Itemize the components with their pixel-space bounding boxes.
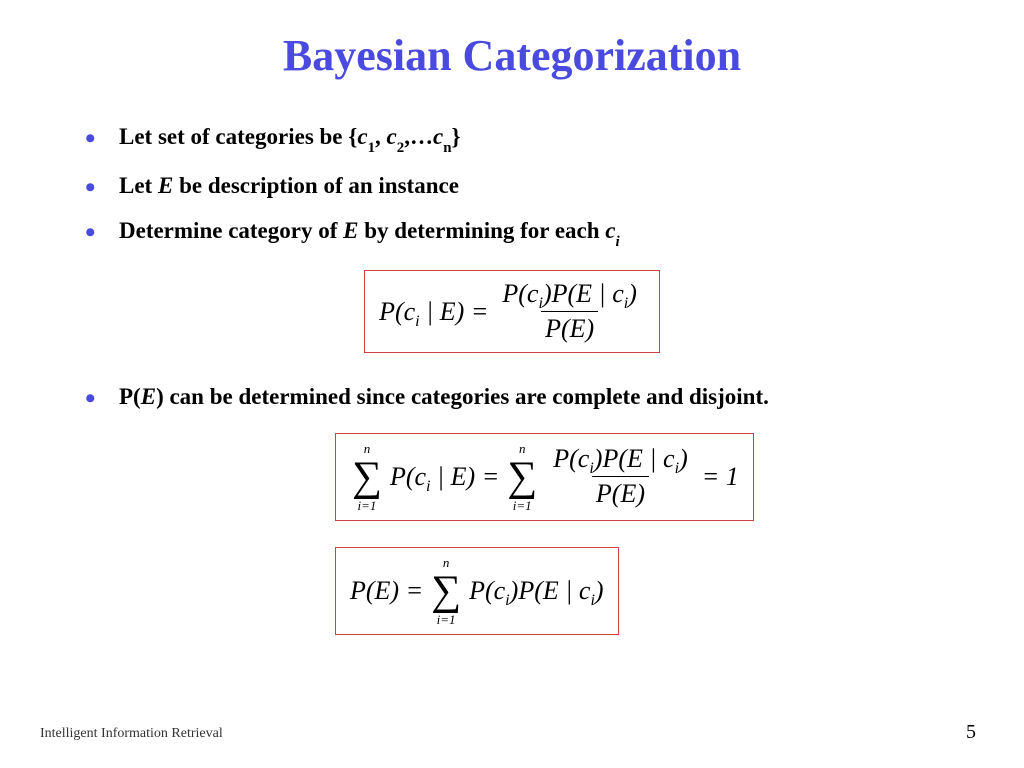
formula-3: P(E) = n ∑ i=1 P(ci)P(E | ci) <box>335 547 619 635</box>
formula-1: P(ci | E) = P(ci)P(E | ci) P(E) <box>364 270 660 353</box>
text: by determining for each <box>358 218 605 243</box>
var-e: E <box>343 218 358 243</box>
sigma-icon: n ∑ i=1 <box>352 442 382 512</box>
slide-title: Bayesian Categorization <box>55 30 969 81</box>
lhs: P(ci | E) = <box>379 297 488 327</box>
text: , <box>375 124 387 149</box>
var-c: c <box>605 218 615 243</box>
sub-n: n <box>443 140 451 156</box>
bullet-list: Let set of categories be {c1, c2,…cn} Le… <box>55 119 969 252</box>
var-e: E <box>158 173 173 198</box>
sum-symbol: ∑ <box>431 570 461 612</box>
fraction: P(ci)P(E | ci) P(E) <box>549 444 692 509</box>
denominator: P(E) <box>541 311 598 344</box>
text: Determine category of <box>119 218 343 243</box>
sub-1: 1 <box>368 140 375 156</box>
bullet-list-2: P(E) can be determined since categories … <box>55 379 969 415</box>
var-c: c <box>387 124 397 149</box>
lhs: P(ci | E) = <box>390 462 499 492</box>
formula-3-wrap: P(E) = n ∑ i=1 P(ci)P(E | ci) <box>55 547 969 635</box>
text: P( <box>119 384 141 409</box>
rhs: = 1 <box>702 462 739 492</box>
sum-upper: n <box>519 442 526 455</box>
fraction: P(ci)P(E | ci) P(E) <box>498 279 641 344</box>
var-c: c <box>357 124 367 149</box>
footer-label: Intelligent Information Retrieval <box>40 726 223 742</box>
numerator: P(ci)P(E | ci) <box>549 444 692 476</box>
page-number: 5 <box>966 721 976 744</box>
formula-2-wrap: n ∑ i=1 P(ci | E) = n ∑ i=1 P(ci)P(E | c… <box>55 433 969 521</box>
sub-2: 2 <box>397 140 404 156</box>
formula-2: n ∑ i=1 P(ci | E) = n ∑ i=1 P(ci)P(E | c… <box>335 433 754 521</box>
text: be description of an instance <box>173 173 459 198</box>
sigma-icon: n ∑ i=1 <box>431 556 461 626</box>
var-e: E <box>141 384 156 409</box>
slide: Bayesian Categorization Let set of categ… <box>0 0 1024 768</box>
bullet-2: Let E be description of an instance <box>85 168 969 204</box>
text: Let <box>119 173 158 198</box>
sum-upper: n <box>443 556 450 569</box>
bullet-3: Determine category of E by determining f… <box>85 213 969 252</box>
sum-upper: n <box>364 442 371 455</box>
sum-lower: i=1 <box>437 613 456 626</box>
rhs: P(ci)P(E | ci) <box>469 576 604 606</box>
bullet-1: Let set of categories be {c1, c2,…cn} <box>85 119 969 158</box>
formula-1-wrap: P(ci | E) = P(ci)P(E | ci) P(E) <box>55 270 969 353</box>
sub-i: i <box>616 234 620 250</box>
denominator: P(E) <box>592 476 649 509</box>
sum-lower: i=1 <box>358 499 377 512</box>
bullet-4: P(E) can be determined since categories … <box>85 379 969 415</box>
numerator: P(ci)P(E | ci) <box>498 279 641 311</box>
sigma-icon: n ∑ i=1 <box>507 442 537 512</box>
text: Let set of categories be { <box>119 124 357 149</box>
sum-symbol: ∑ <box>507 456 537 498</box>
text: ) can be determined since categories are… <box>156 384 769 409</box>
lhs: P(E) = <box>350 576 423 606</box>
text: } <box>452 124 461 149</box>
sum-lower: i=1 <box>513 499 532 512</box>
var-c: c <box>433 124 443 149</box>
text: ,… <box>404 124 433 149</box>
sum-symbol: ∑ <box>352 456 382 498</box>
